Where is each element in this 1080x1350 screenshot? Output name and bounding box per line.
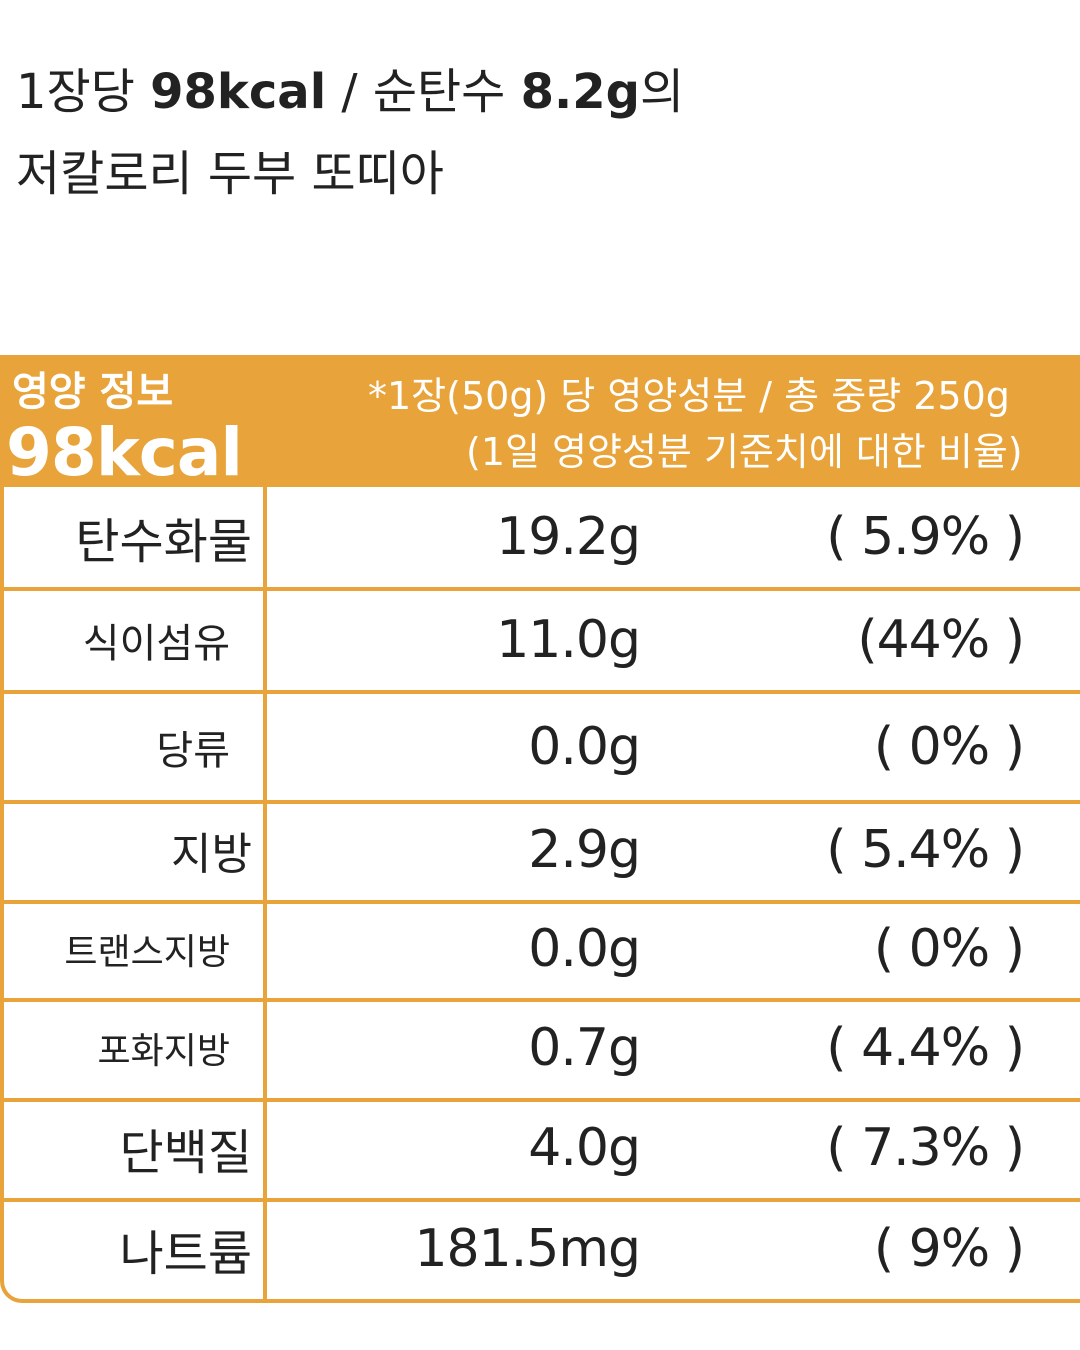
daily-value-percent: ( 0% ) <box>873 919 1025 979</box>
header-label: 영양 정보 <box>12 369 174 415</box>
title-line-1: 1장당 98kcal / 순탄수 8.2g의 <box>16 62 684 122</box>
table-row: 포화지방 0.7g ( 4.4% ) <box>4 998 1080 1098</box>
title-highlight: 98kcal <box>150 64 327 120</box>
title-text: 의 <box>639 64 685 120</box>
title-line-2: 저칼로리 두부 또띠아 <box>16 146 444 202</box>
daily-value-percent: (44% ) <box>857 610 1025 670</box>
nutrient-name: 포화지방 <box>97 1031 230 1072</box>
row-separator <box>0 998 1080 1002</box>
table-body: 탄수화물 19.2g ( 5.9% ) 식이섬유 11.0g (44% ) 당류 0.0g ( … <box>0 487 1080 1303</box>
table-row: 탄수화물 19.2g ( 5.9% ) <box>4 487 1080 587</box>
table-row: 식이섬유 11.0g (44% ) <box>4 590 1080 690</box>
header-calories: 98kcal <box>6 414 243 491</box>
title-text: 1장당 <box>16 64 151 120</box>
nutrient-amount: 0.7g <box>528 1018 641 1078</box>
nutrient-amount: 0.0g <box>528 716 641 777</box>
title-highlight: 8.2g <box>520 64 640 120</box>
table-row: 당류 0.0g ( 0% ) <box>4 693 1080 800</box>
nutrient-name: 나트륨 <box>119 1225 252 1282</box>
row-separator <box>0 1198 1080 1202</box>
row-separator <box>0 800 1080 804</box>
nutrient-name: 단백질 <box>119 1125 252 1181</box>
nutrient-name: 트랜스지방 <box>64 932 230 973</box>
nutrient-amount: 2.9g <box>528 820 641 880</box>
nutrient-amount: 4.0g <box>528 1118 641 1178</box>
header-note: *1장(50g) 당 영양성분 / 총 중량 250g <box>368 374 1010 418</box>
row-separator <box>0 587 1080 591</box>
daily-value-percent: ( 5.4% ) <box>826 820 1025 880</box>
row-separator <box>0 690 1080 694</box>
row-separator <box>0 1098 1080 1102</box>
nutrient-amount: 19.2g <box>496 507 641 567</box>
daily-value-percent: ( 4.4% ) <box>826 1018 1025 1078</box>
nutrient-amount: 181.5mg <box>414 1218 641 1279</box>
nutrient-amount: 11.0g <box>496 610 641 670</box>
table-row: 단백질 4.0g ( 7.3% ) <box>4 1098 1080 1198</box>
table-row: 나트륨 181.5mg ( 9% ) <box>4 1198 1080 1299</box>
title-text: / 순탄수 <box>326 64 521 120</box>
row-separator <box>0 900 1080 904</box>
column-divider <box>263 487 267 1299</box>
nutrition-table: 영양 정보 98kcal *1장(50g) 당 영양성분 / 총 중량 250g… <box>0 355 1080 1303</box>
table-row: 트랜스지방 0.0g ( 0% ) <box>4 900 1080 998</box>
table-header: 영양 정보 98kcal *1장(50g) 당 영양성분 / 총 중량 250g… <box>0 355 1080 491</box>
daily-value-percent: ( 0% ) <box>873 716 1025 777</box>
nutrient-name: 식이섬유 <box>82 621 230 667</box>
nutrient-amount: 0.0g <box>528 919 641 979</box>
nutrient-name: 당류 <box>156 727 230 774</box>
daily-value-percent: ( 9% ) <box>873 1218 1025 1279</box>
nutrient-name: 탄수화물 <box>75 514 252 570</box>
nutrient-name: 지방 <box>171 829 252 880</box>
daily-value-percent: ( 5.9% ) <box>826 507 1025 567</box>
table-row: 지방 2.9g ( 5.4% ) <box>4 800 1080 900</box>
header-note: (1일 영양성분 기준치에 대한 비율) <box>466 430 1023 474</box>
daily-value-percent: ( 7.3% ) <box>826 1118 1025 1178</box>
